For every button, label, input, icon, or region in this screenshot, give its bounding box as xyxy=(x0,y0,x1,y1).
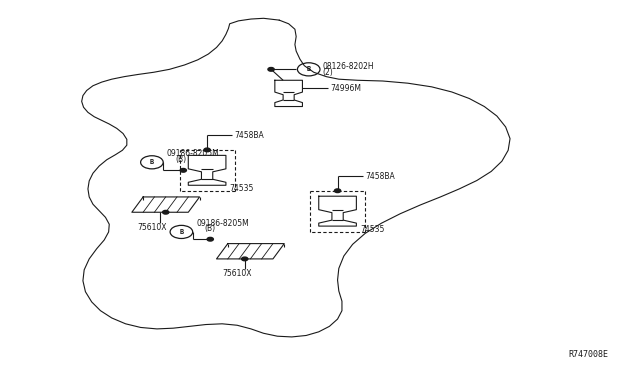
Text: B: B xyxy=(307,66,311,72)
Text: 74996M: 74996M xyxy=(330,84,361,93)
Text: B: B xyxy=(179,229,184,235)
Circle shape xyxy=(242,257,248,261)
Text: 7458BA: 7458BA xyxy=(365,171,395,181)
Text: 75610X: 75610X xyxy=(223,269,252,278)
Text: (B): (B) xyxy=(204,224,215,233)
Text: R747008E: R747008E xyxy=(568,350,609,359)
Circle shape xyxy=(268,68,274,71)
Text: (B): (B) xyxy=(175,154,186,164)
Text: B: B xyxy=(150,159,154,165)
Circle shape xyxy=(207,237,213,241)
Circle shape xyxy=(163,211,169,214)
Text: 09186-8205M: 09186-8205M xyxy=(196,219,249,228)
Text: 08126-8202H: 08126-8202H xyxy=(323,62,374,71)
Text: 75610X: 75610X xyxy=(137,223,166,232)
Text: 09186-8205M: 09186-8205M xyxy=(167,150,220,158)
Circle shape xyxy=(335,189,340,193)
Text: 74535: 74535 xyxy=(230,184,254,193)
Text: 7458BA: 7458BA xyxy=(235,131,264,140)
Text: (2): (2) xyxy=(323,68,333,77)
Circle shape xyxy=(180,169,186,172)
Text: 74535: 74535 xyxy=(360,225,385,234)
Circle shape xyxy=(204,148,210,152)
